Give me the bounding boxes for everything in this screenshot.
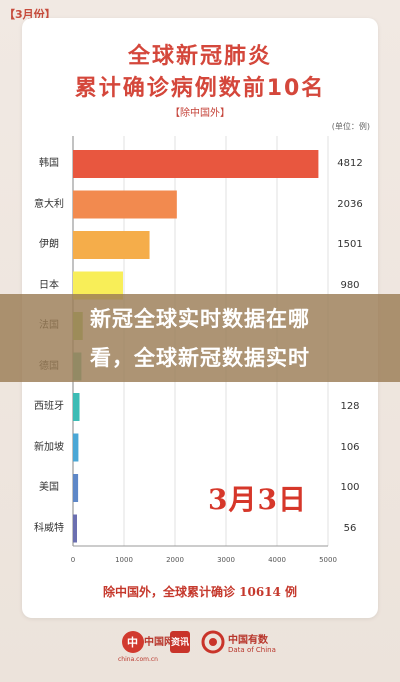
bar bbox=[73, 514, 77, 543]
category-label: 日本 bbox=[39, 279, 59, 291]
bar bbox=[73, 474, 79, 502]
category-label: 意大利 bbox=[34, 198, 64, 210]
x-tick-label: 5000 bbox=[319, 556, 337, 564]
x-tick-label: 2000 bbox=[166, 556, 184, 564]
x-tick-label: 0 bbox=[70, 556, 76, 564]
x-tick-label: 3000 bbox=[217, 556, 235, 564]
category-label: 韩国 bbox=[39, 158, 59, 169]
value-label: 106 bbox=[340, 441, 360, 453]
china-net-logo-text: 中国网 bbox=[144, 637, 174, 648]
value-label: 980 bbox=[340, 279, 360, 291]
headline-line2: 看，全球新冠数据实时 bbox=[90, 346, 310, 370]
value-label: 128 bbox=[340, 401, 360, 412]
bar bbox=[73, 433, 79, 462]
footer-logo-art: 中 bbox=[122, 630, 225, 654]
headline-line1: 新冠全球实时数据在哪 bbox=[90, 307, 310, 331]
china-net-logo-icon bbox=[122, 631, 144, 653]
value-label: 56 bbox=[343, 522, 357, 534]
value-label: 2036 bbox=[337, 198, 363, 210]
bar bbox=[73, 231, 150, 259]
category-label: 西班牙 bbox=[34, 401, 64, 412]
data-china-logo-text: 中国有数 bbox=[228, 635, 268, 646]
category-label: 美国 bbox=[39, 482, 59, 493]
value-label: 4812 bbox=[337, 158, 363, 169]
x-tick-label: 4000 bbox=[268, 556, 286, 564]
headline-banner bbox=[0, 294, 400, 382]
news-logo-text: 资讯 bbox=[170, 638, 189, 648]
china-net-logo-sub: china.com.cn bbox=[118, 656, 158, 663]
month-tag: 【3月份】 bbox=[4, 8, 56, 21]
bar bbox=[73, 150, 319, 178]
category-label: 伊朗 bbox=[39, 239, 59, 250]
unit-label: (单位：例) bbox=[331, 122, 370, 131]
data-china-logo-icon bbox=[201, 630, 225, 654]
chart-title-line1: 全球新冠肺炎 bbox=[127, 44, 272, 69]
footer-logos: 中 中国网 china.com.cn 资讯 中国有数 Data of China bbox=[0, 622, 400, 682]
chart-title-line2: 累计确诊病例数前10名 bbox=[74, 76, 326, 101]
category-label: 新加坡 bbox=[34, 441, 64, 453]
data-china-logo-sub: Data of China bbox=[228, 646, 276, 654]
news-logo-icon bbox=[170, 631, 190, 653]
chart-subtitle: 【除中国外】 bbox=[170, 108, 230, 119]
summary-text: 除中国外，全球累计确诊 10614 例 bbox=[102, 585, 298, 599]
value-label: 100 bbox=[340, 482, 360, 493]
bar bbox=[73, 190, 177, 219]
svg-text:中: 中 bbox=[127, 635, 138, 649]
category-label: 科威特 bbox=[34, 522, 64, 534]
value-label: 1501 bbox=[337, 239, 363, 250]
date-stamp: 3月3日 bbox=[208, 483, 307, 516]
bar bbox=[73, 393, 80, 421]
x-tick-label: 1000 bbox=[115, 556, 133, 564]
